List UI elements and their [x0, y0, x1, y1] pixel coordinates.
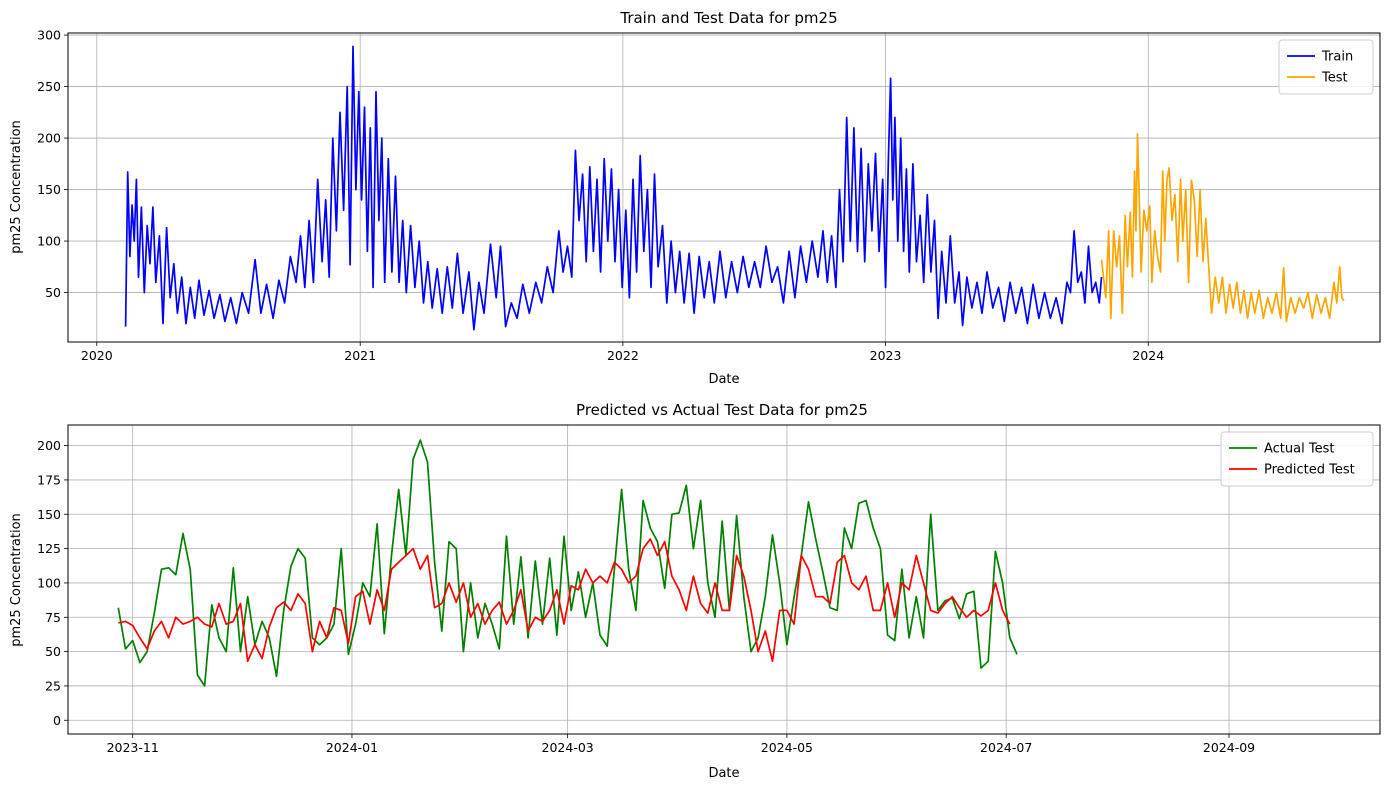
- legend-label: Train: [1321, 50, 1353, 65]
- x-tick-label: 2024-05: [761, 740, 813, 755]
- x-tick-label: 2021: [344, 348, 376, 363]
- plot-frame: [67, 424, 1381, 735]
- x-tick-label: 2022: [607, 348, 639, 363]
- y-tick-label: 75: [45, 610, 61, 625]
- series-line-test: [1100, 133, 1345, 323]
- y-tick-label: 150: [37, 182, 61, 197]
- y-tick-label: 0: [53, 713, 61, 728]
- legend-label: Predicted Test: [1264, 463, 1355, 478]
- y-axis-label: pm25 Concentration: [9, 513, 24, 647]
- legend: Train Test: [1278, 39, 1374, 95]
- y-tick-label: 25: [45, 678, 61, 693]
- series-line-train: [124, 45, 1103, 331]
- y-tick-label: 200: [37, 131, 61, 146]
- predicted-vs-actual-chart: Predicted vs Actual Test Data for pm25 2…: [9, 401, 1381, 781]
- y-tick-label: 100: [37, 575, 61, 590]
- x-tick-label: 2023-11: [107, 740, 159, 755]
- ticks: 2020 2021 2022 2023 2024 50 100 150 200 250 300: [37, 28, 1164, 363]
- y-tick-label: 125: [37, 541, 61, 556]
- train-test-chart: Train and Test Data for pm25 2020 2021 202…: [9, 9, 1381, 387]
- series-layer: [117, 439, 1018, 687]
- legend-box: [1220, 431, 1374, 487]
- y-tick-label: 50: [45, 644, 61, 659]
- chart-title: Predicted vs Actual Test Data for pm25: [576, 401, 868, 419]
- legend-box: [1278, 39, 1374, 95]
- y-tick-label: 150: [37, 507, 61, 522]
- x-tick-label: 2024-03: [542, 740, 594, 755]
- x-tick-label: 2024-01: [326, 740, 378, 755]
- legend-label: Test: [1321, 71, 1348, 86]
- legend: Actual Test Predicted Test: [1220, 431, 1374, 487]
- y-tick-label: 50: [45, 285, 61, 300]
- y-tick-label: 175: [37, 472, 61, 487]
- x-tick-label: 2023: [870, 348, 902, 363]
- x-axis-label: Date: [708, 766, 739, 781]
- x-tick-label: 2020: [81, 348, 113, 363]
- series-layer: [124, 45, 1345, 331]
- legend-label: Actual Test: [1264, 442, 1334, 457]
- y-tick-label: 250: [37, 79, 61, 94]
- y-tick-label: 300: [37, 28, 61, 43]
- y-axis-label: pm25 Concentration: [9, 120, 24, 254]
- plot-frame: [67, 32, 1381, 343]
- x-axis-label: Date: [708, 372, 739, 387]
- x-tick-label: 2024-07: [980, 740, 1032, 755]
- x-tick-label: 2024: [1132, 348, 1164, 363]
- ticks: 2023-11 2024-01 2024-03 2024-05 2024-07 2024-…: [37, 438, 1255, 755]
- series-line-predicted-test: [118, 538, 1011, 663]
- chart-title: Train and Test Data for pm25: [619, 9, 837, 27]
- y-tick-label: 200: [37, 438, 61, 453]
- y-tick-label: 100: [37, 234, 61, 249]
- x-tick-label: 2024-09: [1203, 740, 1255, 755]
